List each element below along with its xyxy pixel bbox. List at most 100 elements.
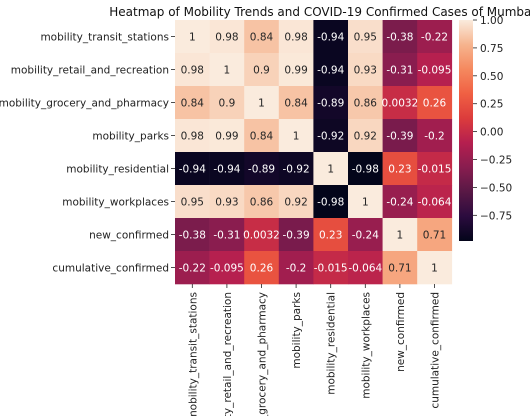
heatmap-cell [382, 119, 418, 153]
heatmap-cells: 1 0.98 0.84 0.98 -0.94 0.95 -0.38 -0.22 0.98 1 0.9… [175, 20, 453, 285]
heatmap-cell [417, 53, 453, 87]
y-tick-label: mobility_workplaces [62, 197, 169, 209]
cell-value-label: 1 [327, 164, 334, 176]
cell-value-label: 0.92 [284, 197, 307, 209]
cell-value-label: 1 [189, 32, 196, 44]
colorbar-tick-label: 0.25 [480, 99, 503, 111]
heatmap-cell [278, 53, 314, 87]
x-tick-label: cumulative_confirmed [430, 292, 442, 409]
heatmap-cell [417, 86, 453, 120]
heatmap-cell [209, 53, 245, 87]
y-tick-label: cumulative_confirmed [52, 263, 169, 275]
cell-value-label: -0.94 [179, 164, 206, 176]
cell-value-label: -0.94 [213, 164, 240, 176]
heatmap-cell [348, 86, 383, 120]
cell-value-label: 0.86 [354, 98, 378, 110]
cell-value-label: -0.015 [314, 263, 348, 275]
cell-value-label: -0.38 [179, 230, 206, 242]
cell-value-label: 0.0032 [382, 98, 419, 110]
heatmap-cell [175, 185, 210, 219]
cell-value-label: 0.95 [354, 32, 377, 44]
colorbar-tick-label: 1.00 [480, 15, 503, 27]
heatmap-cell [417, 185, 453, 219]
cell-value-label: -0.98 [352, 164, 379, 176]
cell-value-label: 0.98 [181, 131, 204, 143]
cell-value-label: 1 [362, 197, 369, 209]
heatmap-cell [244, 185, 280, 219]
heatmap-cell [348, 20, 383, 54]
cell-value-label: 0.9 [253, 65, 270, 77]
heatmap-cell [348, 53, 383, 87]
x-tick-label: mobility_retail_and_recreation [222, 292, 234, 416]
heatmap-cell [348, 152, 383, 186]
cell-value-label: 0.84 [181, 98, 205, 110]
heatmap-cell [382, 53, 418, 87]
heatmap-cell [244, 119, 280, 153]
cell-value-label: -0.31 [213, 230, 240, 242]
y-tick-label: mobility_parks [92, 131, 169, 143]
y-axis-labels: mobility_transit_stations mobility_retail… [0, 32, 175, 275]
cell-value-label: -0.2 [424, 131, 445, 143]
cell-value-label: -0.38 [386, 32, 413, 44]
heatmap-cell [209, 152, 245, 186]
cell-value-label: -0.064 [348, 263, 382, 275]
cell-value-label: -0.095 [418, 65, 452, 77]
cell-value-label: 0.26 [250, 263, 274, 275]
heatmap-cell [175, 251, 210, 285]
x-axis-labels: mobility_transit_stations mobility_retail… [187, 284, 442, 416]
heatmap-cell [382, 218, 418, 252]
cell-value-label: 1 [431, 263, 438, 275]
heatmap-cell [417, 20, 453, 54]
colorbar-tick-label: −0.75 [480, 210, 512, 222]
heatmap-cell [313, 251, 349, 285]
heatmap-cell [278, 152, 314, 186]
cell-value-label: -0.89 [317, 98, 344, 110]
cell-value-label: -0.39 [283, 230, 310, 242]
cell-value-label: 0.92 [354, 131, 377, 143]
heatmap-cell [278, 251, 314, 285]
heatmap-cell [209, 119, 245, 153]
heatmap-cell [175, 86, 210, 120]
heatmap-cell [278, 20, 314, 54]
colorbar-tick-label: −0.50 [480, 182, 512, 194]
cell-value-label: -0.24 [352, 230, 379, 242]
colorbar: 1.00 0.75 0.50 0.25 0.00 −0.25 −0.50 −0.75 [459, 15, 512, 241]
cell-value-label: -0.98 [317, 197, 344, 209]
heatmap-cell [382, 20, 418, 54]
y-tick-label: new_confirmed [89, 230, 169, 242]
heatmap-cell [244, 152, 280, 186]
heatmap-cell [348, 185, 383, 219]
cell-value-label: 1 [293, 131, 300, 143]
colorbar-gradient [459, 20, 473, 241]
cell-value-label: -0.064 [418, 197, 452, 209]
heatmap-cell [209, 86, 245, 120]
heatmap-cell [417, 218, 453, 252]
cell-value-label: 0.93 [354, 65, 377, 77]
heatmap-cell [175, 20, 210, 54]
cell-value-label: -0.92 [317, 131, 344, 143]
x-tick-label: mobility_transit_stations [187, 292, 199, 416]
heatmap-cell [313, 20, 349, 54]
cell-value-label: 0.26 [423, 98, 447, 110]
cell-value-label: -0.095 [210, 263, 244, 275]
cell-value-label: 0.95 [181, 197, 204, 209]
heatmap-cell [244, 218, 280, 252]
heatmap-cell [348, 119, 383, 153]
cell-value-label: -0.22 [179, 263, 206, 275]
cell-value-label: 0.99 [284, 65, 307, 77]
heatmap-cell [382, 251, 418, 285]
cell-value-label: -0.22 [421, 32, 448, 44]
heatmap-cell [175, 152, 210, 186]
heatmap-cell [278, 185, 314, 219]
heatmap-cell [382, 185, 418, 219]
heatmap-cell [417, 152, 453, 186]
heatmap-cell [417, 119, 453, 153]
cell-value-label: 0.84 [284, 98, 308, 110]
x-tick-label: mobility_workplaces [360, 292, 372, 399]
heatmap-cell [209, 185, 245, 219]
cell-value-label: 0.71 [388, 263, 411, 275]
heatmap-cell [313, 53, 349, 87]
heatmap-cell [278, 119, 314, 153]
cell-value-label: -0.31 [386, 65, 413, 77]
heatmap-cell [209, 20, 245, 54]
